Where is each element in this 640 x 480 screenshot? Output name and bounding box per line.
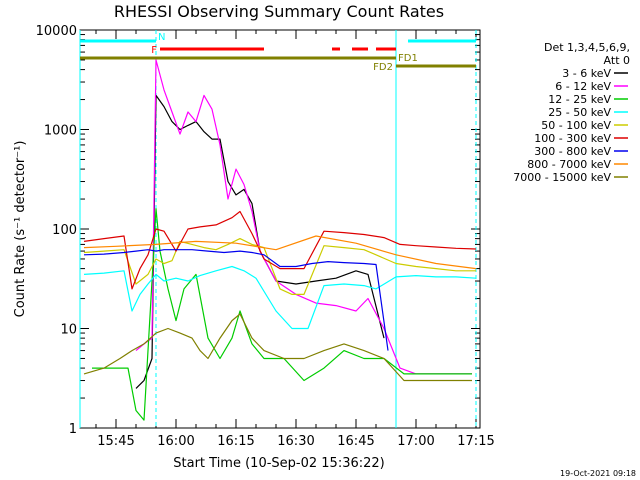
y-tick-label: 10000 (36, 24, 77, 39)
legend-label: 25 - 50 keV (548, 106, 611, 119)
series-line-8 (83, 313, 472, 382)
legend-label: 7000 - 15000 keV (513, 171, 611, 184)
legend-label: 100 - 300 keV (534, 132, 611, 145)
x-tick-label: 16:45 (337, 434, 374, 449)
legend-label: 50 - 100 keV (541, 119, 611, 132)
x-tick-label: 15:45 (97, 434, 134, 449)
y-axis-label: Count Rate (s⁻¹ detector⁻¹) (13, 141, 28, 318)
status-label-fd1: FD1 (398, 53, 418, 64)
y-tick-label: 1 (69, 422, 77, 437)
status-label-n: N (158, 32, 165, 43)
y-tick-labels: 1 10 100 1000 10000 (36, 24, 77, 437)
series-line-6 (83, 249, 389, 351)
series-line-5 (83, 210, 477, 290)
x-axis-label: Start Time (10-Sep-02 15:36:22) (173, 456, 384, 471)
series-line-0 (135, 94, 385, 389)
legend-label: 800 - 7000 keV (527, 158, 611, 171)
series-line-3 (83, 265, 477, 330)
x-tick-label: 17:15 (457, 434, 494, 449)
axis-ticks (80, 29, 480, 429)
y-tick-label: 10 (60, 323, 77, 338)
series-line-2 (92, 208, 472, 421)
x-tick-label: 17:00 (397, 434, 434, 449)
x-tick-label: 16:15 (217, 434, 254, 449)
generation-timestamp: 19-Oct-2021 09:18 (560, 469, 636, 478)
status-label-fd2: FD2 (373, 62, 393, 73)
y-tick-label: 1000 (44, 124, 77, 139)
y-tick-label: 100 (52, 223, 77, 238)
legend-header-1: Det 1,3,4,5,6,9, (544, 41, 630, 54)
legend-label: 6 - 12 keV (555, 80, 611, 93)
time-markers (79, 30, 477, 428)
plot-frame (79, 29, 481, 429)
legend-header-2: Att 0 (604, 54, 630, 67)
x-tick-labels: 15:45 16:00 16:15 16:30 16:45 17:00 17:15 (97, 434, 494, 449)
x-tick-label: 16:30 (277, 434, 314, 449)
legend-label: 300 - 800 keV (534, 145, 611, 158)
legend-label: 12 - 25 keV (548, 93, 611, 106)
legend-label: 3 - 6 keV (562, 67, 611, 80)
status-bars: NF FD1 FD2 (80, 32, 476, 73)
series-lines (83, 59, 477, 421)
series-line-1 (135, 59, 472, 375)
status-label-f: F (151, 45, 157, 56)
chart-title: RHESSI Observing Summary Count Rates (114, 2, 444, 21)
series-line-4 (83, 238, 476, 295)
x-tick-label: 16:00 (157, 434, 194, 449)
series-line-7 (83, 235, 477, 270)
